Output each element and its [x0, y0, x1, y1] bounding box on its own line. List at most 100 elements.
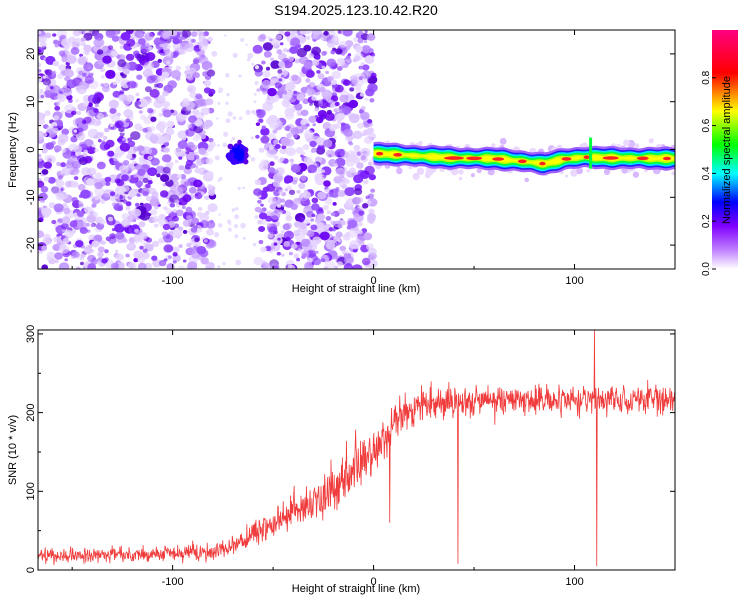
x-tick-label: 0: [371, 576, 377, 588]
noise-speck: [275, 34, 282, 40]
noise-speck: [320, 258, 326, 263]
noise-speck: [362, 179, 369, 185]
noise-speck: [133, 250, 144, 259]
noise-speck: [174, 147, 184, 157]
noise-speck: [104, 176, 112, 183]
noise-speck: [269, 203, 277, 210]
noise-speck: [196, 211, 203, 217]
noise-speck: [205, 220, 216, 229]
noise-speck: [258, 147, 265, 153]
noise-speck: [262, 42, 273, 51]
noise-speck: [62, 207, 71, 215]
band-halo: [570, 169, 578, 177]
noise-speck: [254, 69, 263, 77]
noise-speck: [136, 193, 141, 197]
noise-speck: [136, 145, 145, 152]
noise-speck: [348, 113, 360, 124]
band-halo: [408, 165, 413, 170]
noise-speck: [69, 220, 78, 228]
gap-speck: [229, 223, 232, 226]
noise-speck: [296, 257, 301, 262]
noise-speck: [148, 46, 153, 51]
noise-speck: [256, 88, 261, 92]
noise-speck: [369, 98, 375, 103]
noise-speck: [122, 238, 128, 243]
noise-speck: [102, 135, 108, 140]
noise-speck: [115, 231, 125, 240]
gap-speck: [214, 155, 220, 161]
band-halo: [499, 137, 507, 145]
noise-speck: [121, 174, 129, 182]
noise-speck: [45, 142, 54, 150]
noise-speck: [165, 208, 173, 215]
noise-speck: [60, 38, 72, 48]
noise-speck: [285, 82, 296, 91]
noise-speck: [57, 175, 63, 180]
noise-speck: [109, 191, 116, 197]
noise-speck: [204, 195, 210, 200]
noise-speck: [360, 92, 365, 97]
gap-speck: [233, 224, 238, 229]
noise-speck: [163, 244, 174, 253]
noise-speck: [149, 74, 157, 82]
gap-speck: [222, 142, 228, 148]
gap-speck: [232, 116, 237, 120]
noise-speck: [60, 170, 65, 175]
noise-speck: [42, 75, 47, 79]
noise-speck: [39, 88, 44, 93]
noise-speck: [312, 123, 317, 127]
band-hotspot: [466, 156, 483, 161]
noise-speck: [53, 203, 64, 213]
gap-speck: [242, 236, 246, 240]
noise-speck: [257, 219, 263, 225]
noise-speck: [257, 199, 262, 204]
noise-speck: [322, 204, 329, 211]
noise-speck: [138, 38, 146, 45]
gap-speck: [217, 265, 221, 269]
noise-speck: [307, 164, 317, 174]
noise-speck: [317, 191, 327, 200]
noise-speck: [314, 107, 319, 112]
noise-speck: [288, 189, 296, 195]
noise-speck: [203, 80, 212, 87]
noise-speck: [299, 222, 307, 230]
blob-speck: [233, 144, 238, 149]
noise-speck: [177, 130, 188, 139]
noise-speck: [127, 242, 134, 249]
gap-speck: [238, 74, 242, 78]
noise-speck: [277, 209, 283, 215]
noise-speck: [174, 199, 180, 204]
noise-speck: [203, 172, 214, 182]
noise-speck: [41, 264, 48, 269]
noise-speck: [100, 240, 106, 245]
noise-speck: [185, 65, 191, 70]
noise-speck: [262, 90, 268, 95]
noise-speck: [253, 257, 264, 266]
noise-speck: [122, 68, 130, 75]
noise-speck: [336, 58, 346, 66]
noise-speck: [303, 218, 311, 225]
noise-speck: [148, 99, 153, 103]
band-hotspot: [561, 157, 572, 161]
noise-speck: [102, 55, 112, 64]
noise-speck: [119, 45, 124, 49]
noise-speck: [41, 245, 48, 251]
spectrogram-ylabel: Frequency (Hz): [7, 112, 19, 188]
noise-speck: [86, 167, 97, 176]
noise-speck: [134, 239, 140, 244]
noise-speck: [158, 121, 165, 128]
noise-speck: [185, 206, 193, 213]
noise-speck: [58, 262, 70, 269]
colorbar: 0.0 0.2 0.4 0.6 0.8 Normalized spectral ampl…: [701, 30, 738, 276]
noise-speck: [316, 70, 321, 74]
noise-speck: [323, 180, 331, 187]
noise-speck: [363, 232, 373, 241]
noise-speck: [162, 166, 171, 174]
noise-speck: [258, 161, 269, 171]
noise-speck: [53, 96, 58, 100]
noise-speck: [290, 37, 301, 46]
noise-speck: [206, 228, 214, 236]
noise-speck: [329, 124, 338, 132]
noise-speck: [39, 41, 47, 48]
noise-speck: [336, 261, 343, 267]
